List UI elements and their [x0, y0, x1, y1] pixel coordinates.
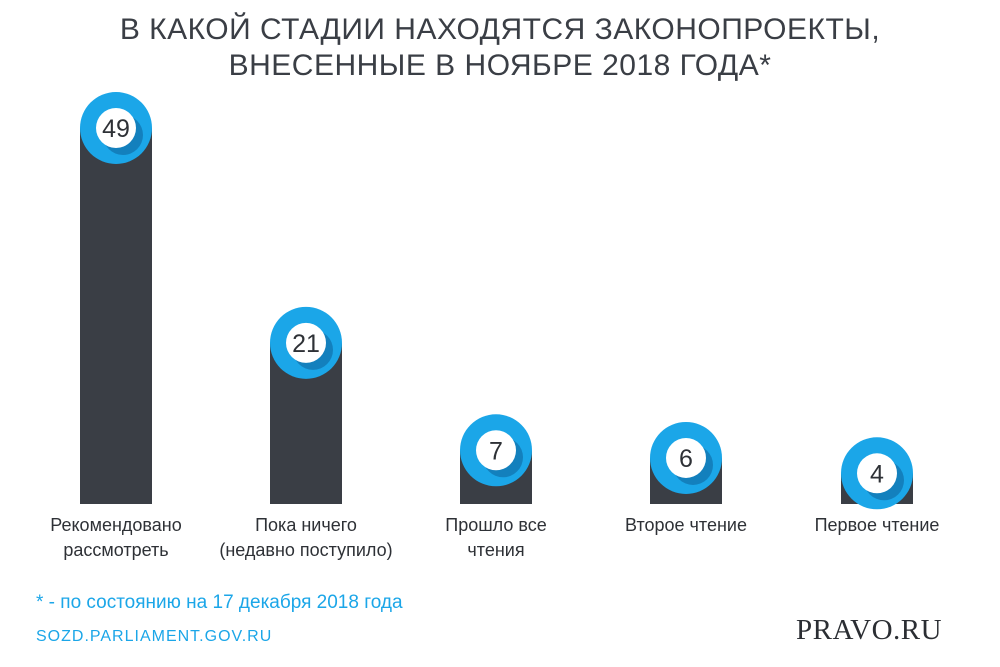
- chart-title-line-1: В КАКОЙ СТАДИИ НАХОДЯТСЯ ЗАКОНОПРОЕКТЫ,: [119, 13, 881, 46]
- category-label-1-line-0: Пока ничего: [255, 515, 357, 535]
- bar-value-label-2: 7: [489, 437, 503, 465]
- bar-badge-disc-3: [666, 437, 706, 478]
- bar-badge-disc-2: [476, 430, 516, 471]
- category-label-4-line-0: Первое чтение: [815, 515, 940, 535]
- category-label-2-line-0: Прошло все: [445, 515, 547, 535]
- footnote: * - по состоянию на 17 декабря 2018 года: [36, 592, 403, 613]
- source-link[interactable]: SOZD.PARLIAMENT.GOV.RU: [36, 628, 273, 645]
- chart-title-line-2: ВНЕСЕННЫЕ В НОЯБРЕ 2018 ГОДА*: [228, 49, 772, 82]
- category-label-1-line-1: (недавно поступило): [219, 540, 392, 560]
- bar-badge-disc-1: [286, 322, 326, 363]
- bar-0: [80, 128, 152, 504]
- chart-title: В КАКОЙ СТАДИИ НАХОДЯТСЯ ЗАКОНОПРОЕКТЫ, …: [0, 12, 1000, 84]
- bar-badge-disc-0: [96, 108, 136, 148]
- brand-logo: PRAVO.RU: [796, 614, 943, 646]
- bar-value-label-1: 21: [292, 330, 320, 358]
- category-label-0-line-0: Рекомендовано: [50, 515, 181, 535]
- bar-value-label-3: 6: [679, 445, 693, 473]
- bar-badge-disc-4: [857, 453, 897, 494]
- category-label-2-line-1: чтения: [467, 540, 524, 560]
- bar-value-label-0: 49: [102, 115, 130, 143]
- category-label-0-line-1: рассмотреть: [63, 540, 168, 560]
- category-label-3-line-0: Второе чтение: [625, 515, 747, 535]
- bar-value-label-4: 4: [870, 460, 884, 488]
